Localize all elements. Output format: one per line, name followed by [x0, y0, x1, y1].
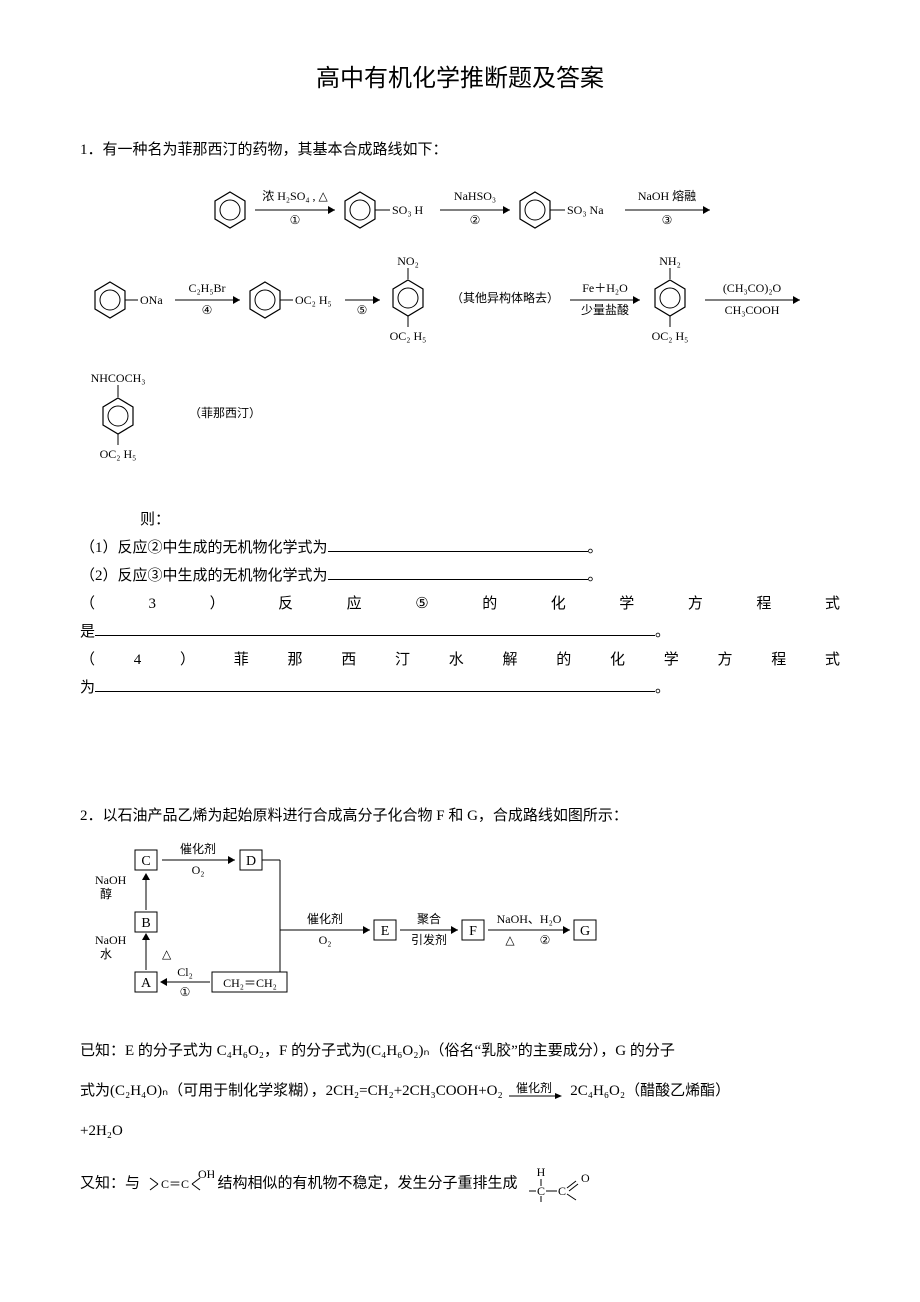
- svg-text:NaOH、H₂O: NaOH、H₂O: [497, 912, 562, 926]
- q2-known-2: 又知：与 C＝C OH 结构相似的有机物不稳定，发生分子重排生成 H C C O: [80, 1164, 840, 1204]
- svg-text:B: B: [141, 916, 150, 931]
- svg-text:OC₂ H₅: OC₂ H₅: [652, 329, 689, 343]
- svg-text:CH₂＝CH₂: CH₂＝CH₂: [223, 976, 277, 990]
- svg-text:C: C: [537, 1184, 545, 1198]
- svg-text:（菲那西汀）: （菲那西汀）: [189, 406, 261, 420]
- svg-text:(CH₃CO)₂O: (CH₃CO)₂O: [723, 281, 782, 295]
- q1-part4-line1: （4）菲那西汀水解的化学方程式: [80, 648, 840, 672]
- svg-text:ONa: ONa: [140, 293, 163, 307]
- svg-text:△: △: [162, 947, 172, 961]
- q1-then: 则：: [80, 508, 840, 532]
- svg-text:C: C: [141, 854, 150, 869]
- svg-text:催化剂: 催化剂: [180, 841, 216, 856]
- svg-text:浓 H₂SO₄ , △: 浓 H₂SO₄ , △: [262, 189, 328, 203]
- svg-text:催化剂: 催化剂: [307, 911, 343, 926]
- svg-text:NaOH 熔融: NaOH 熔融: [638, 188, 696, 203]
- q2-known-1a: 已知：E 的分子式为 C₄H₆O₂，F 的分子式为(C₄H₆O₂)ₙ（俗名“乳胶…: [80, 1036, 840, 1066]
- q1-part3-line1: （3）反应⑤的化学方程式: [80, 592, 840, 616]
- svg-text:OC₂ H₅: OC₂ H₅: [100, 447, 137, 461]
- svg-text:（其他异构体略去）: （其他异构体略去）: [451, 290, 559, 305]
- svg-text:NH₂: NH₂: [659, 254, 681, 268]
- svg-text:H: H: [537, 1165, 546, 1179]
- q2-stem: 2．以石油产品乙烯为起始原料进行合成高分子化合物 F 和 G，合成路线如图所示：: [80, 804, 840, 828]
- svg-text:C＝C: C＝C: [161, 1177, 189, 1191]
- svg-text:O₂: O₂: [192, 863, 205, 877]
- svg-text:D: D: [246, 854, 256, 869]
- svg-text:Cl₂: Cl₂: [177, 965, 193, 979]
- svg-text:NaHSO₃: NaHSO₃: [454, 189, 496, 203]
- svg-text:C₂H₅Br: C₂H₅Br: [188, 281, 225, 295]
- svg-text:水: 水: [100, 947, 112, 961]
- q2-known-1b: 式为(C₂H₄O)ₙ（可用于制化学浆糊），2CH₂=CH₂+2CH₃COOH+O…: [80, 1076, 840, 1106]
- svg-text:CH₃COOH: CH₃COOH: [725, 303, 780, 317]
- svg-text:E: E: [381, 924, 390, 939]
- svg-text:G: G: [580, 924, 590, 939]
- svg-text:O: O: [581, 1171, 590, 1185]
- svg-text:②: ②: [540, 933, 551, 947]
- svg-text:OC₂ H₅: OC₂ H₅: [295, 293, 332, 307]
- svg-text:④: ④: [202, 303, 213, 317]
- q1-part2: （2）反应③中生成的无机物化学式为。: [80, 564, 840, 588]
- svg-text:NO₂: NO₂: [397, 254, 419, 268]
- svg-text:①: ①: [180, 985, 191, 999]
- svg-text:③: ③: [662, 213, 673, 227]
- q1-stem: 1．有一种名为菲那西汀的药物，其基本合成路线如下：: [80, 138, 840, 162]
- svg-text:NaOH: NaOH: [95, 933, 127, 947]
- q2-known-1d: +2H₂O: [80, 1116, 840, 1146]
- svg-text:OC₂ H₅: OC₂ H₅: [390, 329, 427, 343]
- svg-text:②: ②: [470, 213, 481, 227]
- svg-text:A: A: [141, 976, 152, 991]
- svg-text:⑤: ⑤: [357, 303, 368, 317]
- svg-text:C: C: [558, 1184, 566, 1198]
- page-title: 高中有机化学推断题及答案: [80, 60, 840, 98]
- q2-diagram: C 催化剂 O₂ D NaOH 醇 B NaOH 水 △ A Cl₂ ① CH₂…: [80, 838, 840, 1026]
- svg-text:F: F: [469, 924, 477, 939]
- svg-text:引发剂: 引发剂: [411, 932, 447, 947]
- svg-text:醇: 醇: [100, 886, 112, 901]
- svg-text:△: △: [505, 933, 515, 947]
- svg-text:SO₃ Na: SO₃ Na: [567, 203, 604, 217]
- svg-text:O₂: O₂: [319, 933, 332, 947]
- q1-part1: （1）反应②中生成的无机物化学式为。: [80, 536, 840, 560]
- svg-text:催化剂: 催化剂: [515, 1082, 551, 1095]
- svg-text:少量盐酸: 少量盐酸: [581, 302, 629, 317]
- q1-part4-line2: 为。: [80, 676, 840, 700]
- svg-text:①: ①: [290, 213, 301, 227]
- svg-text:NaOH: NaOH: [95, 873, 127, 887]
- svg-text:OH: OH: [198, 1167, 214, 1181]
- svg-text:Fe＋H₂O: Fe＋H₂O: [582, 281, 628, 295]
- svg-text:聚合: 聚合: [417, 911, 441, 926]
- q1-part3-line2: 是。: [80, 620, 840, 644]
- q1-diagram: 浓 H₂SO₄ , △ ① SO₃ H NaHSO₃ ② SO₃ Na NaOH…: [80, 172, 840, 500]
- svg-text:NHCOCH₃: NHCOCH₃: [91, 371, 146, 385]
- svg-text:SO₃ H: SO₃ H: [392, 203, 424, 217]
